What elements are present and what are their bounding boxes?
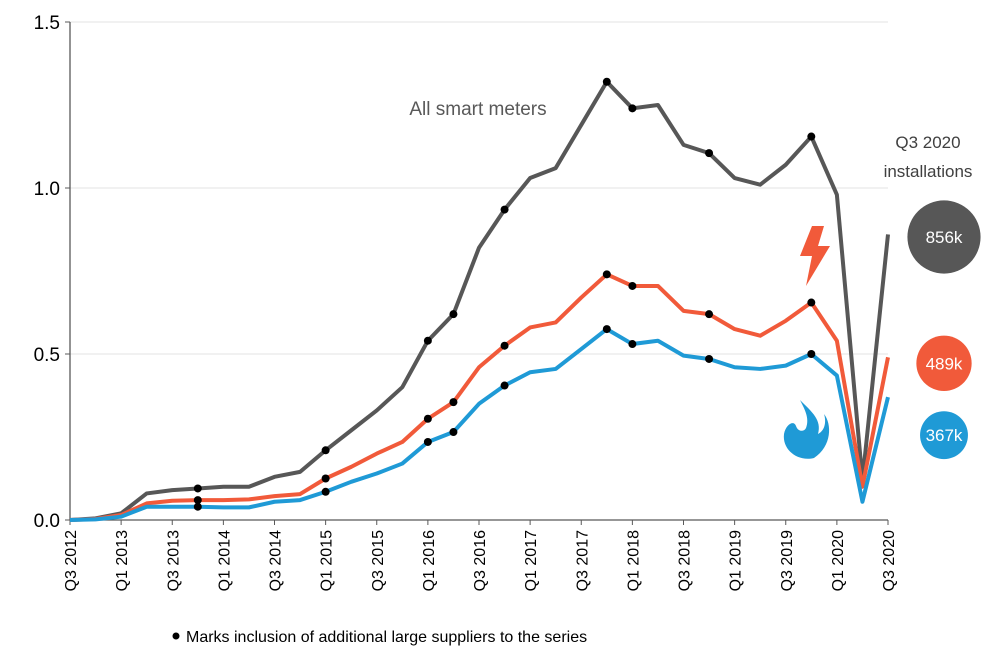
supplier-marker [449, 398, 458, 407]
supplier-marker [423, 414, 432, 423]
supplier-marker [602, 325, 611, 334]
supplier-marker [423, 437, 432, 446]
series-label: All smart meters [409, 99, 546, 120]
y-tick-label: 0.0 [34, 511, 60, 532]
x-tick-label: Q1 2019 [728, 530, 745, 591]
end-title: Q3 2020 [895, 133, 960, 152]
x-tick-label: Q1 2018 [625, 530, 642, 591]
supplier-marker [500, 341, 509, 350]
supplier-marker [602, 77, 611, 86]
x-tick-label: Q3 2013 [165, 530, 182, 591]
y-tick-label: 1.5 [34, 13, 60, 34]
installations-bubble [916, 335, 972, 391]
supplier-marker [321, 446, 330, 455]
supplier-marker [807, 132, 816, 141]
y-tick-label: 0.5 [34, 345, 60, 366]
installations-label: 489k [926, 354, 963, 373]
x-tick-label: Q1 2013 [114, 530, 131, 591]
x-tick-label: Q3 2017 [574, 530, 591, 591]
installations-label: 856k [926, 228, 963, 247]
supplier-marker [628, 281, 637, 290]
installations-label: 367k [926, 426, 963, 445]
installations-bubble [907, 200, 981, 274]
gas-icon [783, 400, 830, 459]
x-tick-label: Q1 2017 [523, 530, 540, 591]
x-tick-label: Q3 2012 [63, 530, 80, 591]
marker-note: Marks inclusion of additional large supp… [186, 629, 587, 646]
x-tick-label: Q1 2014 [216, 530, 233, 591]
x-tick-label: Q3 2016 [472, 530, 489, 591]
installations-bubble [920, 411, 968, 460]
supplier-marker [500, 205, 509, 214]
supplier-marker [628, 104, 637, 113]
electricity-icon [800, 226, 830, 286]
supplier-marker [423, 336, 432, 345]
y-tick-label: 1.0 [34, 179, 60, 200]
x-tick-label: Q1 2015 [319, 530, 336, 591]
x-tick-label: Q1 2020 [830, 530, 847, 591]
note-dot [172, 632, 180, 640]
x-tick-label: Q3 2019 [779, 530, 796, 591]
series-line [69, 79, 890, 522]
supplier-marker [705, 149, 714, 158]
x-tick-label: Q3 2018 [677, 530, 694, 591]
supplier-marker [193, 502, 202, 511]
x-tick-label: Q3 2014 [268, 530, 285, 591]
supplier-marker [449, 310, 458, 319]
supplier-marker [449, 428, 458, 437]
x-tick-label: Q1 2016 [421, 530, 438, 591]
supplier-marker [807, 350, 816, 358]
supplier-marker [628, 340, 637, 349]
supplier-marker [193, 484, 202, 493]
supplier-marker [705, 310, 714, 319]
supplier-marker [602, 270, 611, 279]
x-tick-label: Q3 2020 [881, 530, 898, 591]
end-subtitle: installations [884, 162, 973, 181]
supplier-marker [321, 474, 330, 483]
supplier-marker [807, 298, 816, 307]
supplier-marker [193, 496, 202, 505]
supplier-marker [500, 381, 509, 390]
supplier-marker [321, 487, 330, 496]
series-line [69, 272, 890, 522]
supplier-marker [705, 354, 714, 363]
x-tick-label: Q3 2015 [370, 530, 387, 591]
series-line [69, 327, 890, 522]
